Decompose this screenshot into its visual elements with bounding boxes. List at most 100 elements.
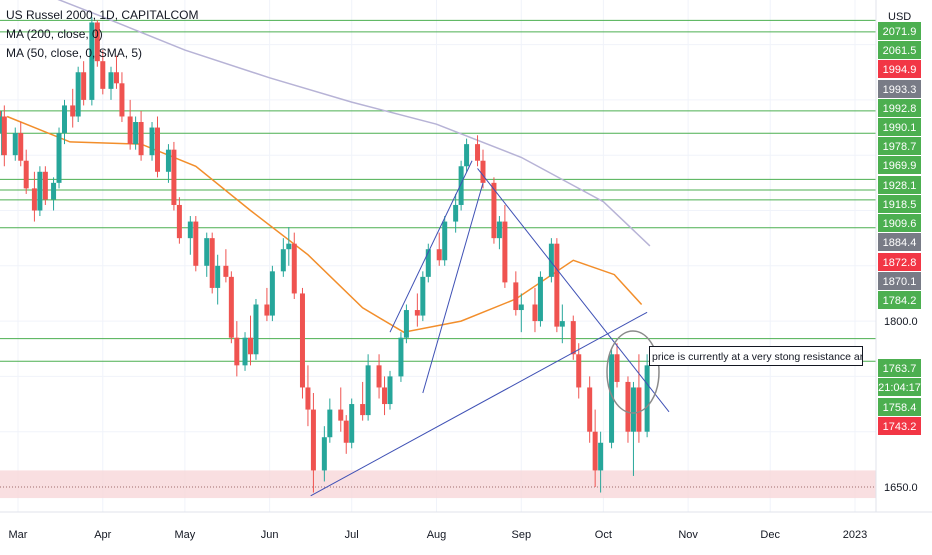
candle xyxy=(56,127,62,189)
candle xyxy=(480,149,486,189)
candle xyxy=(576,343,582,399)
candle-body xyxy=(398,337,404,377)
candle-body xyxy=(548,243,554,277)
candle-body xyxy=(338,409,344,421)
candle-body xyxy=(299,293,305,388)
price-tag-label: 1870.1 xyxy=(883,276,917,288)
price-tag-label: 2061.5 xyxy=(883,45,917,57)
candle xyxy=(242,332,248,371)
candle-body xyxy=(453,204,459,222)
candle-body xyxy=(587,387,593,432)
candle-body xyxy=(537,276,543,322)
candle xyxy=(264,287,270,322)
price-tag-label: 1969.9 xyxy=(883,160,917,172)
candle-body xyxy=(382,387,388,405)
price-tag-label: 1784.2 xyxy=(883,295,917,307)
price-tag-label: 1884.4 xyxy=(883,237,917,249)
price-tag xyxy=(878,156,921,174)
candle-body xyxy=(436,249,442,261)
candle-body xyxy=(614,354,620,382)
candle-body xyxy=(75,72,81,117)
candle xyxy=(133,116,139,150)
candle-body xyxy=(327,409,333,438)
price-tag-label: 1763.7 xyxy=(883,363,917,375)
x-tick-label: Sep xyxy=(512,529,532,541)
price-tag xyxy=(878,41,921,59)
candle xyxy=(338,387,344,432)
candle xyxy=(127,99,133,150)
candle xyxy=(89,16,95,106)
price-tag xyxy=(878,417,921,435)
price-tag xyxy=(878,291,921,309)
candle-body xyxy=(18,133,24,161)
candle-body xyxy=(475,144,481,161)
candle xyxy=(554,238,560,333)
price-tag-label: 1918.5 xyxy=(883,199,917,211)
candle-body xyxy=(253,304,259,355)
price-tag xyxy=(878,80,921,98)
ma200-line xyxy=(57,0,651,247)
candle xyxy=(204,232,210,277)
candle-body xyxy=(138,122,144,156)
candle-body xyxy=(133,122,139,145)
candle xyxy=(518,293,524,333)
x-tick-label: Jul xyxy=(345,529,359,541)
candle xyxy=(280,238,286,277)
candle-body xyxy=(70,105,76,117)
candle-body xyxy=(442,221,448,261)
candle-body xyxy=(23,160,29,189)
trend-line xyxy=(310,311,648,497)
legend-ma50[interactable]: MA (50, close, 0, SMA, 5) xyxy=(6,46,143,60)
candle xyxy=(149,122,155,161)
annotation-note[interactable]: price is currently at a very stong resis… xyxy=(649,346,863,366)
candle xyxy=(299,287,305,399)
candle-body xyxy=(343,420,349,443)
price-tag xyxy=(878,99,921,117)
time-axis-bg xyxy=(0,512,932,550)
candle-body xyxy=(305,387,311,410)
candle xyxy=(1,105,7,167)
candle-body xyxy=(291,243,297,294)
candle xyxy=(592,409,598,487)
x-tick-label: Nov xyxy=(678,529,698,541)
price-tag-label: 2071.9 xyxy=(883,26,917,38)
candle-body xyxy=(234,337,240,366)
candle-body xyxy=(559,321,565,327)
candle xyxy=(94,20,100,67)
x-tick-label: 2023 xyxy=(843,529,867,541)
candle xyxy=(209,232,215,294)
candle xyxy=(614,343,620,388)
candle-body xyxy=(193,221,199,266)
price-tag-label: 1909.6 xyxy=(883,218,917,230)
price-tag xyxy=(878,233,921,251)
candle xyxy=(291,232,297,299)
candle-body xyxy=(636,387,642,432)
x-tick-label: Jun xyxy=(261,529,279,541)
candle-body xyxy=(630,387,636,432)
candle-body xyxy=(171,149,177,205)
candle-body xyxy=(42,171,48,200)
price-tag-label: 1990.1 xyxy=(883,122,917,134)
candle xyxy=(187,216,193,255)
candle xyxy=(376,354,382,399)
candle-body xyxy=(204,238,210,266)
candle-body xyxy=(570,321,576,355)
candle xyxy=(502,204,508,288)
candle-body xyxy=(387,376,393,405)
legend-ma200[interactable]: MA (200, close, 0) xyxy=(6,27,103,41)
candle-body xyxy=(625,381,631,432)
price-tag xyxy=(878,60,921,78)
candle-body xyxy=(31,188,37,211)
candle xyxy=(81,61,87,106)
legend-symbol[interactable]: US Russel 2000, 1D, CAPITALCOM xyxy=(6,8,199,22)
candle-body xyxy=(420,276,426,316)
candle xyxy=(31,171,37,222)
x-tick-label: Aug xyxy=(427,529,447,541)
candle xyxy=(491,177,497,244)
candle-body xyxy=(458,166,464,205)
candle-body xyxy=(554,243,560,327)
candle-body xyxy=(94,22,100,62)
candle-body xyxy=(165,149,171,172)
candle-body xyxy=(491,182,497,239)
